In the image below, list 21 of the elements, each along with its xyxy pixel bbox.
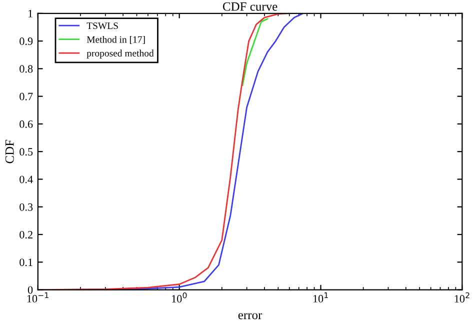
y-tick-label: 1 (28, 10, 32, 18)
y-tick-label: 0.1 (20, 258, 32, 266)
legend-label: Method in [17] (86, 36, 145, 44)
x-tick-label: 10$^{1}$ (313, 292, 328, 302)
chart-title: CDF curve (222, 2, 278, 11)
y-tick-label: 0 (28, 286, 33, 294)
y-axis-title: CDF (5, 140, 14, 164)
y-tick-label: 0.8 (20, 65, 33, 73)
x-axis-title: error (238, 313, 262, 320)
y-tick-label: 0.3 (20, 203, 33, 211)
legend-label: proposed method (86, 50, 154, 58)
x-tick-label: 10$^{0}$ (172, 292, 187, 303)
y-tick-label: 0.4 (20, 176, 33, 184)
y-tick-label: 0.9 (20, 38, 33, 46)
y-tick-label: 0.2 (20, 230, 32, 239)
legend-label: TSWLS (86, 22, 118, 30)
y-tick-label: 0.6 (20, 120, 33, 128)
line-series (242, 18, 268, 86)
x-tick-label: 10$^{2}$ (454, 292, 470, 303)
y-tick-label: 0.5 (20, 148, 33, 156)
y-tick-label: 0.7 (20, 92, 33, 100)
